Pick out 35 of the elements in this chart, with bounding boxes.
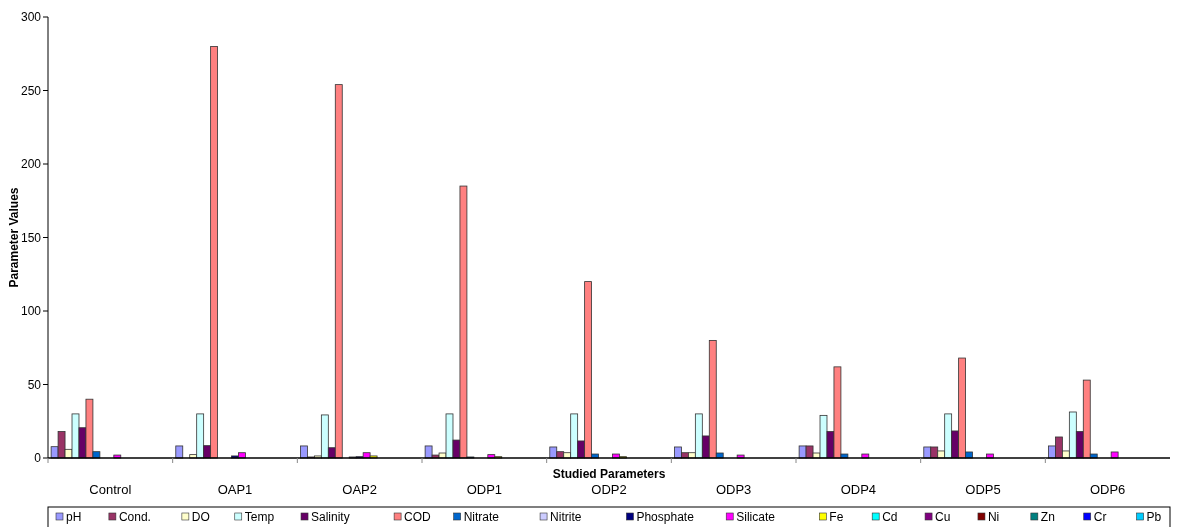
y-tick-label: 100 (20, 304, 42, 319)
x-tick-label: OAP2 (342, 482, 378, 497)
legend-label: Zn (1040, 510, 1055, 525)
legend-label: Nitrate (463, 510, 500, 525)
y-tick-label: 200 (20, 157, 42, 172)
legend-label: DO (191, 510, 210, 525)
x-tick-label: ODP1 (466, 482, 503, 497)
y-tick-label: 150 (20, 230, 42, 245)
x-tick-label: ODP6 (1089, 482, 1126, 497)
legend-label: Phosphate (636, 510, 695, 525)
legend-label: pH (66, 510, 82, 525)
y-tick-label: 300 (20, 10, 42, 25)
legend-label: Fe (829, 510, 844, 525)
x-tick-label: ODP5 (965, 482, 1001, 497)
legend-label: Nitrite (550, 510, 582, 525)
legend-label: Pb (1146, 510, 1162, 525)
legend-label: Salinity (311, 510, 350, 525)
legend-label: Cd (882, 510, 898, 525)
y-tick-label: 0 (34, 451, 42, 466)
legend-label: Ni (987, 510, 1000, 525)
y-tick-label: 50 (27, 377, 42, 392)
legend-label: Cu (935, 510, 951, 525)
legend-label: COD (404, 510, 432, 525)
legend-label: Cond. (118, 510, 151, 525)
x-axis-title: Studied Parameters (552, 467, 666, 481)
legend-label: Temp (244, 510, 275, 525)
x-tick-label: Control (89, 482, 132, 497)
legend-label: Cr (1093, 510, 1107, 525)
y-tick-label: 250 (20, 83, 42, 98)
x-tick-label: OAP1 (217, 482, 253, 497)
y-axis-title: Parameter Values (7, 187, 21, 288)
legend-label: Silicate (736, 510, 776, 525)
x-tick-label: ODP3 (715, 482, 752, 497)
x-tick-label: ODP2 (591, 482, 627, 497)
x-tick-label: ODP4 (840, 482, 877, 497)
